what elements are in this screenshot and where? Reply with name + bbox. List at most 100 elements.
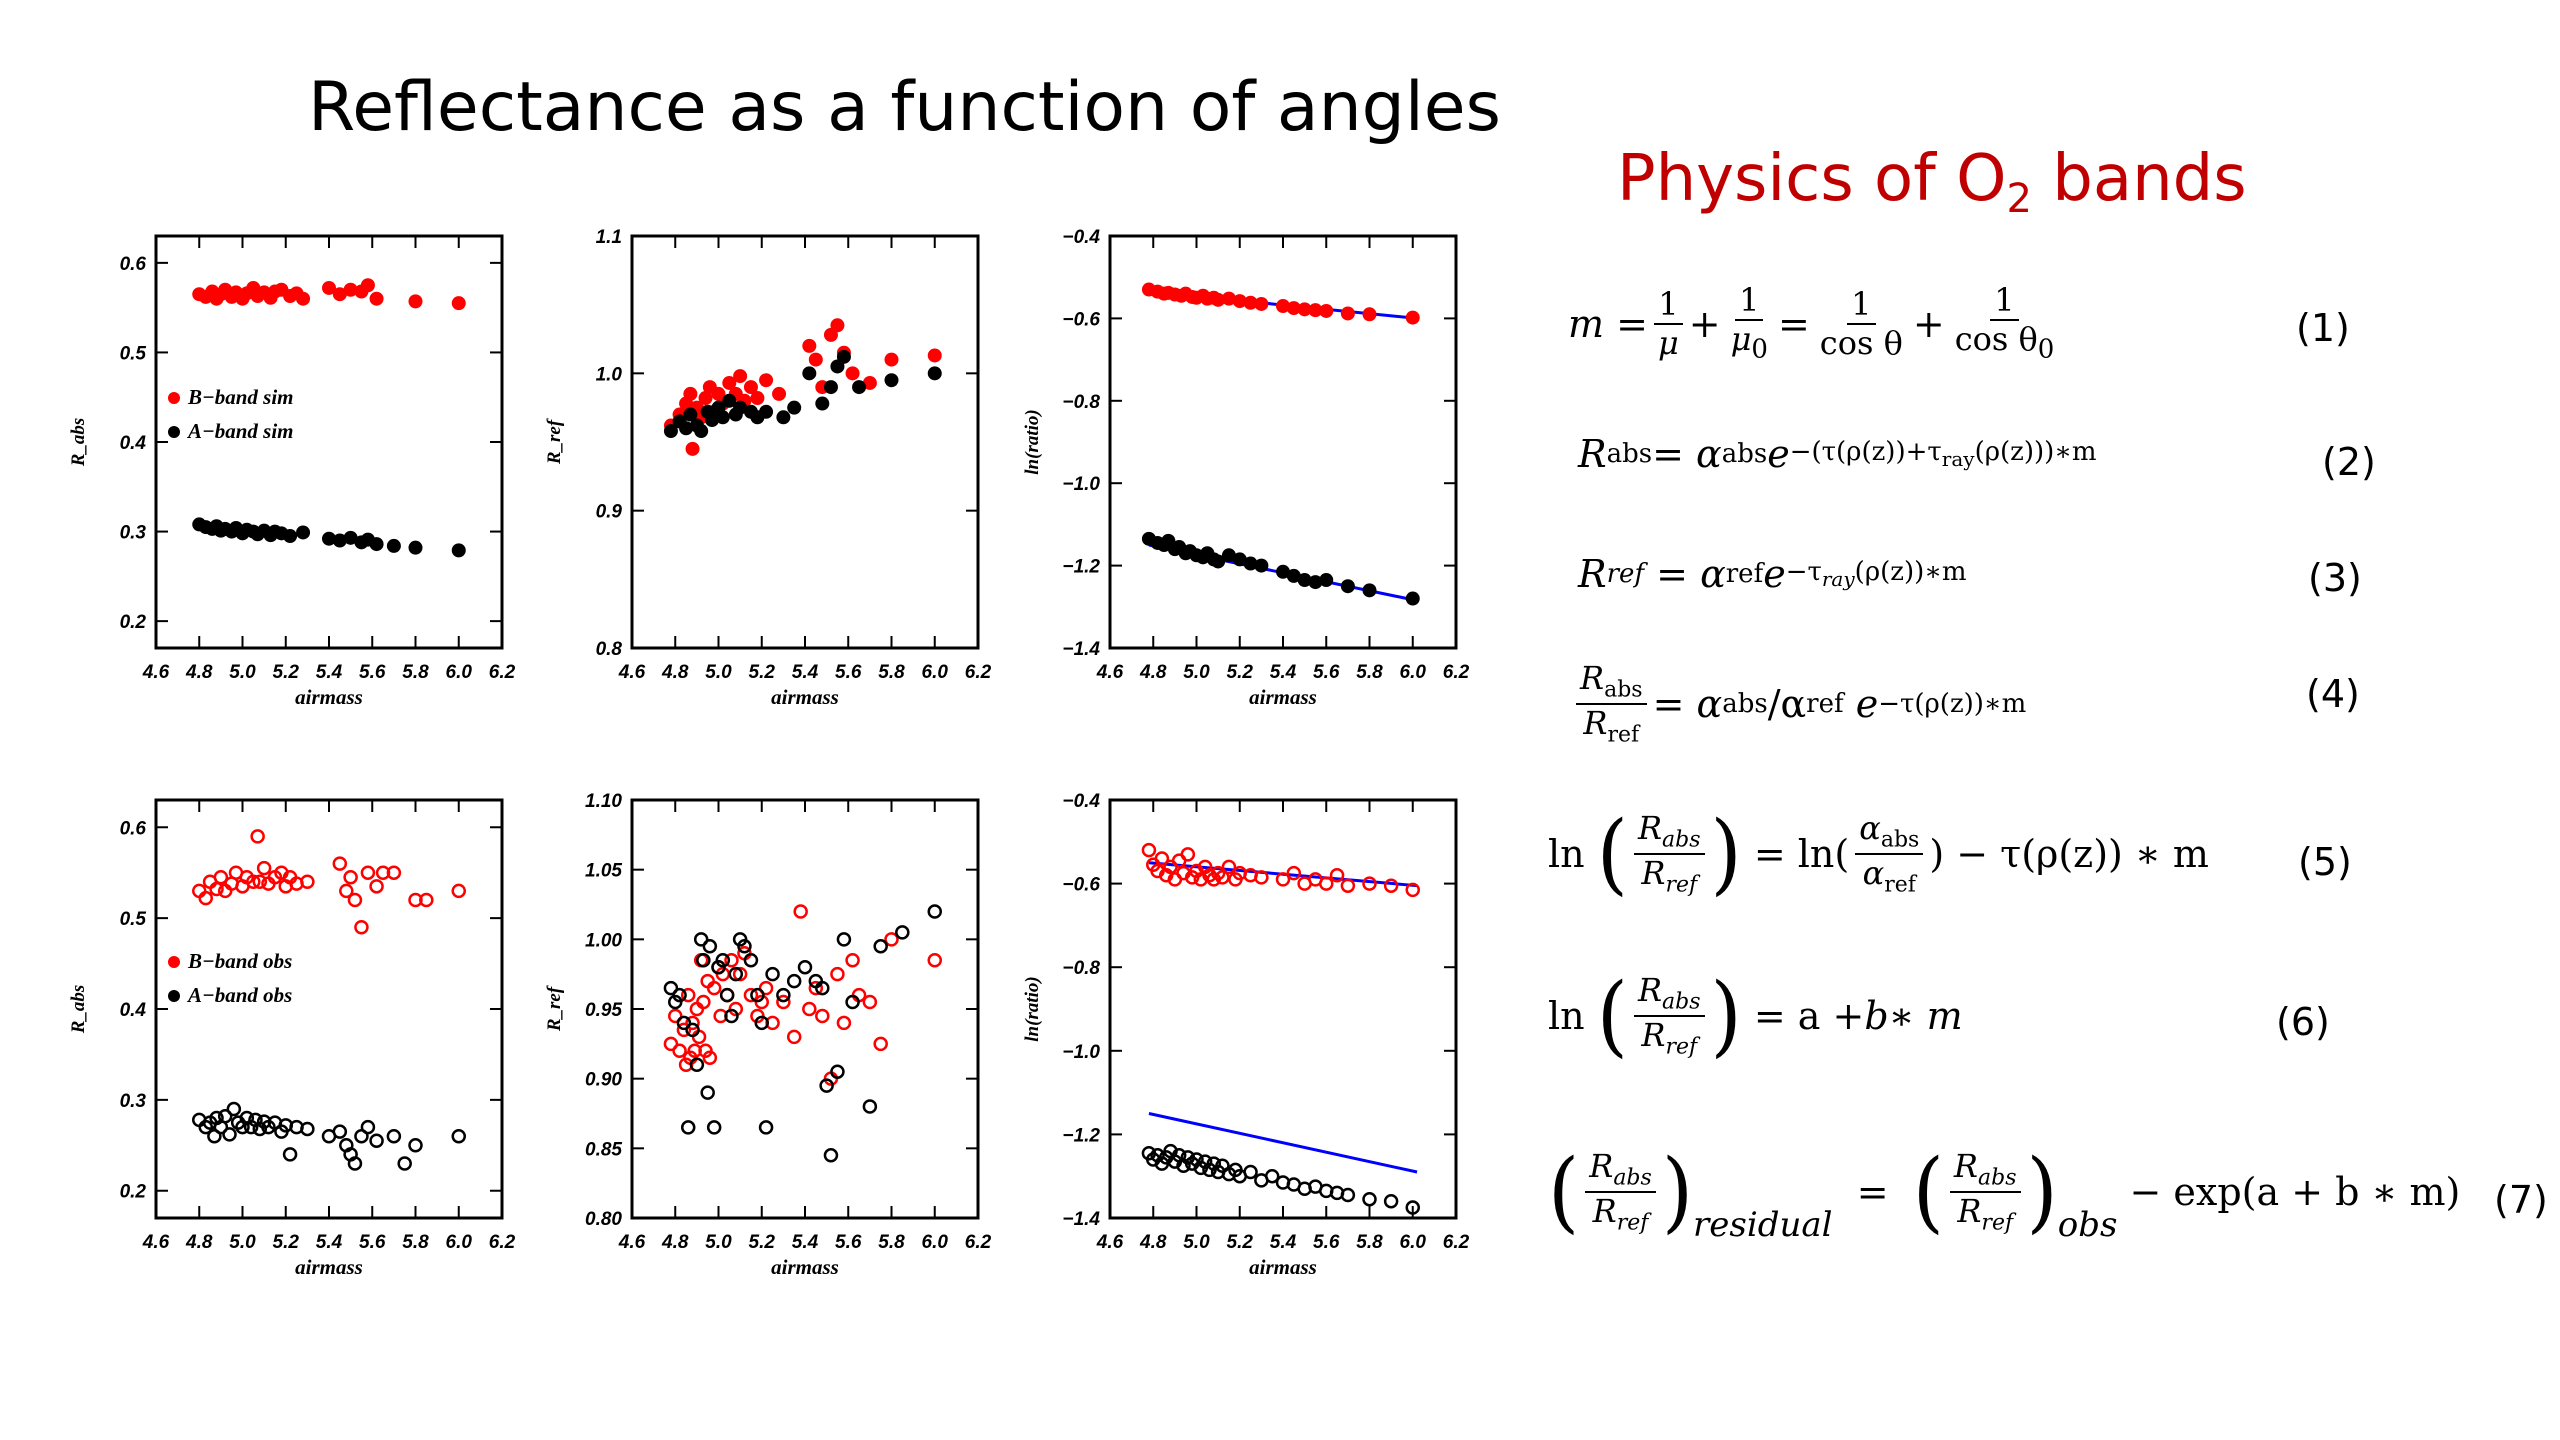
x-tick-label: 5.2 — [1227, 662, 1254, 683]
x-tick-label: 5.8 — [1356, 662, 1383, 683]
y-axis-label: ln(ratio) — [1022, 409, 1043, 474]
data-point — [732, 966, 748, 982]
data-point — [663, 424, 678, 439]
data-point — [802, 338, 817, 353]
x-tick-label: 4.6 — [618, 1232, 646, 1253]
chart-bottom-right: 4.6 4.8 5.0 5.2 5.4 5.6 5.8 6.0 6.2 −1.4 −1.2 −1.0 −… — [1022, 791, 1470, 1279]
data-point — [873, 1036, 888, 1052]
data-point — [1362, 307, 1377, 322]
data-point — [758, 1120, 774, 1135]
x-tick-label: 5.0 — [229, 1232, 256, 1253]
data-point — [706, 1120, 722, 1135]
data-point — [772, 386, 787, 401]
y-tick-label: −1.2 — [1062, 557, 1100, 578]
data-point — [1383, 1194, 1399, 1209]
data-point — [1276, 564, 1290, 579]
data-point — [1254, 870, 1269, 885]
plot-frame — [154, 798, 504, 1220]
data-point — [1232, 552, 1247, 567]
x-tick-label: 5.6 — [359, 662, 386, 683]
data-point — [386, 538, 401, 553]
x-axis-label: airmass — [295, 1255, 363, 1279]
y-tick-label: 0.8 — [596, 639, 623, 660]
plot-frame — [630, 798, 980, 1220]
y-tick-label: −1.2 — [1062, 1125, 1100, 1146]
data-point — [1362, 876, 1377, 891]
data-point — [927, 904, 942, 919]
data-point — [343, 869, 358, 885]
data-point — [724, 1008, 739, 1024]
plot-frame — [630, 234, 980, 650]
data-point — [1297, 573, 1312, 588]
data-point — [927, 952, 942, 968]
data-point — [685, 1022, 700, 1038]
data-point — [1243, 556, 1258, 571]
chart-top-right: 4.6 4.8 5.0 5.2 5.4 5.6 5.8 6.0 6.2 −1.4 −1.2 −1.0 −… — [1022, 227, 1470, 709]
y-tick-label: 1.00 — [585, 930, 622, 951]
data-point — [347, 892, 363, 908]
x-tick-label: 5.2 — [749, 662, 776, 683]
y-tick-label: −0.6 — [1062, 875, 1100, 896]
data-point — [369, 879, 384, 894]
equation-4-number: (4) — [2306, 672, 2360, 716]
x-tick-label: 5.8 — [1356, 1232, 1383, 1253]
data-point — [451, 1128, 466, 1144]
data-point — [680, 987, 696, 1003]
data-point — [743, 952, 759, 968]
data-point — [1286, 301, 1301, 316]
data-point — [1362, 1191, 1377, 1207]
equation-1-number: (1) — [2296, 306, 2350, 350]
data-point — [369, 537, 384, 552]
equation-1: m = 1 μ + 1 μ0 = 1 cos θ + 1 cos θ0 — [1568, 282, 2064, 365]
x-tick-label: 5.8 — [878, 1232, 905, 1253]
data-point — [672, 1043, 687, 1059]
data-point — [283, 529, 298, 544]
data-point — [1329, 867, 1345, 883]
y-tick-label: −0.4 — [1062, 791, 1100, 812]
x-tick-label: 6.0 — [1400, 1232, 1427, 1253]
data-point — [830, 1064, 845, 1079]
x-tick-label: 6.0 — [1400, 662, 1427, 683]
data-point — [1275, 872, 1291, 887]
data-point — [750, 987, 765, 1003]
data-point — [672, 987, 687, 1003]
data-point — [884, 932, 899, 947]
x-axis-label: airmass — [771, 685, 839, 709]
data-point — [1141, 842, 1157, 858]
data-point — [1340, 878, 1356, 893]
x-axis-label: airmass — [771, 1255, 839, 1279]
data-point — [213, 869, 229, 885]
data-point — [1254, 558, 1269, 573]
y-tick-label: 0.9 — [596, 502, 623, 523]
data-point — [815, 1008, 830, 1024]
x-tick-label: 6.0 — [446, 662, 473, 683]
data-point — [419, 892, 434, 908]
data-point — [685, 441, 700, 456]
x-tick-label: 4.8 — [661, 1232, 689, 1253]
x-tick-label: 6.2 — [965, 1232, 992, 1253]
y-tick-label: −1.0 — [1062, 1042, 1100, 1063]
data-point — [776, 987, 791, 1003]
x-tick-label: 6.2 — [965, 662, 992, 683]
y-tick-label: −0.8 — [1062, 392, 1100, 413]
data-point — [689, 1057, 705, 1072]
data-point — [408, 540, 423, 555]
y-tick-label: 0.6 — [120, 818, 147, 839]
data-point — [256, 860, 272, 876]
x-tick-label: 6.2 — [1443, 662, 1470, 683]
data-point — [386, 1128, 402, 1144]
data-point — [252, 874, 268, 890]
x-tick-label: 5.4 — [1270, 1232, 1297, 1253]
data-point — [1180, 847, 1196, 862]
x-tick-label: 6.2 — [1443, 1232, 1470, 1253]
x-tick-label: 5.6 — [1313, 662, 1340, 683]
data-point — [322, 280, 336, 295]
legend-marker — [168, 426, 180, 438]
data-point — [676, 1022, 692, 1038]
x-tick-label: 4.6 — [142, 1232, 170, 1253]
x-tick-label: 5.2 — [749, 1232, 776, 1253]
data-point — [1202, 867, 1217, 883]
data-point — [845, 366, 860, 381]
